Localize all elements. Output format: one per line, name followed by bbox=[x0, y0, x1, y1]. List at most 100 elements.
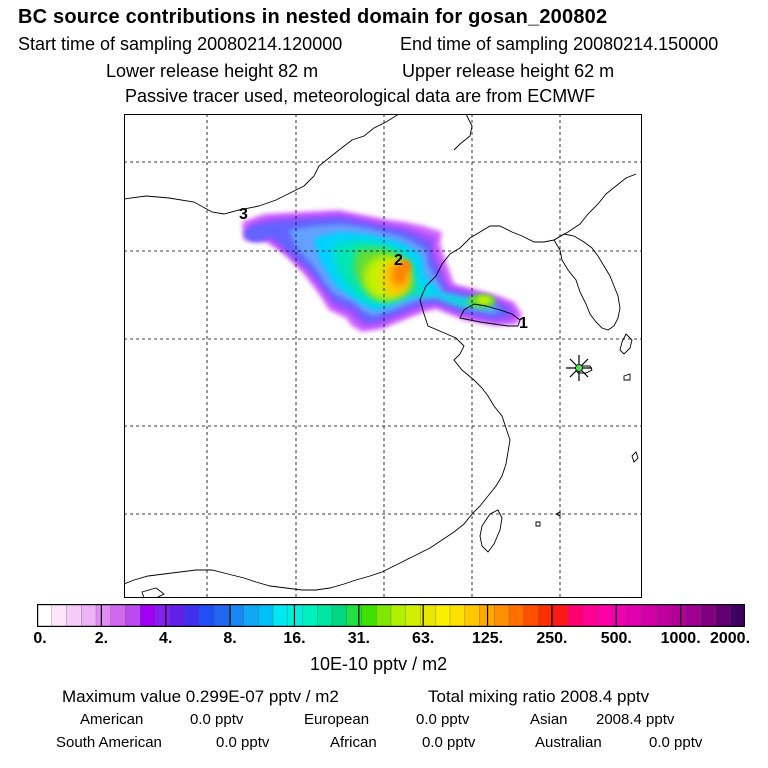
colorbar-cell bbox=[140, 604, 156, 627]
colorbar-cell bbox=[302, 604, 318, 627]
trajectory-label-2: 2 bbox=[394, 252, 403, 269]
colorbar-cell bbox=[435, 604, 451, 627]
colorbar-cell bbox=[110, 604, 127, 627]
colorbar-cell bbox=[671, 604, 687, 627]
colorbar-cell bbox=[169, 604, 186, 627]
colorbar-cell bbox=[258, 604, 274, 627]
colorbar-tick-label: 1000. bbox=[660, 630, 701, 647]
south-american-label: South American bbox=[56, 734, 162, 751]
colorbar-tick-label: 31. bbox=[347, 630, 370, 647]
colorbar-cell bbox=[700, 604, 717, 627]
northeast-border bbox=[453, 114, 473, 151]
star-icon bbox=[566, 355, 592, 381]
colorbar-cell bbox=[376, 604, 392, 627]
australian-label: Australian bbox=[535, 734, 602, 751]
colorbar-tick-label: 8. bbox=[223, 630, 237, 647]
plume-level-sub bbox=[401, 260, 411, 272]
colorbar-tick-label: 16. bbox=[283, 630, 306, 647]
graticule bbox=[124, 114, 642, 598]
trajectory-label-3: 3 bbox=[239, 206, 248, 223]
upper-release-text: Upper release height 62 m bbox=[402, 61, 615, 81]
colorbar-cell bbox=[51, 604, 68, 627]
korea-border bbox=[553, 173, 637, 241]
bohai-coast bbox=[419, 225, 555, 315]
colorbar-cell bbox=[125, 604, 141, 627]
colorbar-tick-label: 250. bbox=[536, 630, 568, 647]
colorbar-cell bbox=[523, 604, 540, 627]
colorbar-tick-label: 125. bbox=[471, 630, 504, 647]
island-d bbox=[554, 511, 561, 517]
colorbar-cell bbox=[243, 604, 259, 627]
colorbar-cells bbox=[37, 604, 745, 627]
colorbar-cell bbox=[730, 604, 745, 627]
start-time-text: Start time of sampling 20080214.120000 bbox=[18, 34, 343, 54]
colorbar-cell bbox=[494, 604, 510, 627]
colorbar-cell bbox=[331, 604, 348, 627]
total-mixing-ratio-text: Total mixing ratio 2008.4 pptv bbox=[428, 687, 650, 706]
asian-label: Asian bbox=[530, 711, 568, 728]
american-label: American bbox=[80, 711, 144, 728]
colorbar-tick-label: 2. bbox=[94, 630, 109, 647]
african-value: 0.0 pptv bbox=[422, 734, 476, 751]
maximum-value-text: Maximum value 0.299E-07 pptv / m2 bbox=[62, 687, 339, 706]
island-a bbox=[623, 373, 631, 381]
colorbar-cell bbox=[37, 604, 53, 627]
plume-east-core-2 bbox=[477, 296, 491, 304]
colorbar-cell bbox=[184, 604, 200, 627]
page-title: BC source contributions in nested domain… bbox=[18, 6, 608, 28]
colorbar-cell bbox=[154, 604, 171, 627]
hainan bbox=[141, 587, 165, 598]
colorbar-cell bbox=[449, 604, 466, 627]
african-label: African bbox=[330, 734, 377, 751]
colorbar-cell bbox=[553, 604, 569, 627]
trajectory-label-1: 1 bbox=[519, 315, 528, 332]
passive-tracer-text: Passive tracer used, meteorological data… bbox=[125, 86, 596, 106]
colorbar-cell bbox=[317, 604, 333, 627]
colorbar-tick-label: 63. bbox=[412, 630, 435, 647]
australian-value: 0.0 pptv bbox=[649, 734, 703, 751]
south-american-value: 0.0 pptv bbox=[216, 734, 270, 751]
colorbar-cell bbox=[597, 604, 613, 627]
colorbar-cell bbox=[287, 604, 304, 627]
colorbar-cell bbox=[685, 604, 702, 627]
colorbar-cell bbox=[390, 604, 407, 627]
american-value: 0.0 pptv bbox=[190, 711, 244, 728]
plume-west-tail bbox=[244, 226, 268, 242]
colorbar-cell bbox=[199, 604, 215, 627]
colorbar-cell bbox=[228, 604, 245, 627]
korea-peninsula bbox=[553, 233, 621, 331]
colorbar-major-ticks bbox=[100, 604, 682, 627]
asian-value: 2008.4 pptv bbox=[596, 711, 675, 728]
island-c bbox=[535, 521, 541, 527]
japan-fragment bbox=[619, 333, 633, 355]
colorbar-cell bbox=[612, 604, 628, 627]
colorbar-cell bbox=[582, 604, 599, 627]
lower-release-text: Lower release height 82 m bbox=[106, 61, 319, 81]
colorbar-unit: 10E-10 pptv / m2 bbox=[310, 654, 448, 674]
plume-field bbox=[242, 210, 522, 332]
colorbar-cell bbox=[81, 604, 97, 627]
colorbar-cell bbox=[95, 604, 112, 627]
colorbar-cell bbox=[213, 604, 230, 627]
colorbar-cell bbox=[464, 604, 481, 627]
colorbar-tick-label: 500. bbox=[600, 630, 632, 647]
european-value: 0.0 pptv bbox=[416, 711, 470, 728]
european-label: European bbox=[304, 711, 370, 728]
source-contribution-map: 1 2 3 bbox=[124, 114, 642, 598]
colorbar-tick-label: 0. bbox=[33, 630, 47, 647]
taiwan bbox=[479, 509, 503, 553]
colorbar-cell bbox=[361, 604, 377, 627]
colorbar-tick-label: 4. bbox=[159, 630, 173, 647]
colorbar-tick-label: 2000. bbox=[709, 630, 751, 647]
colorbar-cell bbox=[66, 604, 82, 627]
colorbar-cell bbox=[272, 604, 289, 627]
colorbar-cell bbox=[346, 604, 363, 627]
colorbar-cell bbox=[626, 604, 643, 627]
colorbar-cell bbox=[656, 604, 672, 627]
end-time-text: End time of sampling 20080214.150000 bbox=[400, 34, 719, 54]
map-frame bbox=[124, 114, 642, 598]
colorbar-cell bbox=[715, 604, 731, 627]
colorbar bbox=[37, 604, 745, 627]
colorbar-cell bbox=[508, 604, 525, 627]
colorbar-cell bbox=[567, 604, 584, 627]
